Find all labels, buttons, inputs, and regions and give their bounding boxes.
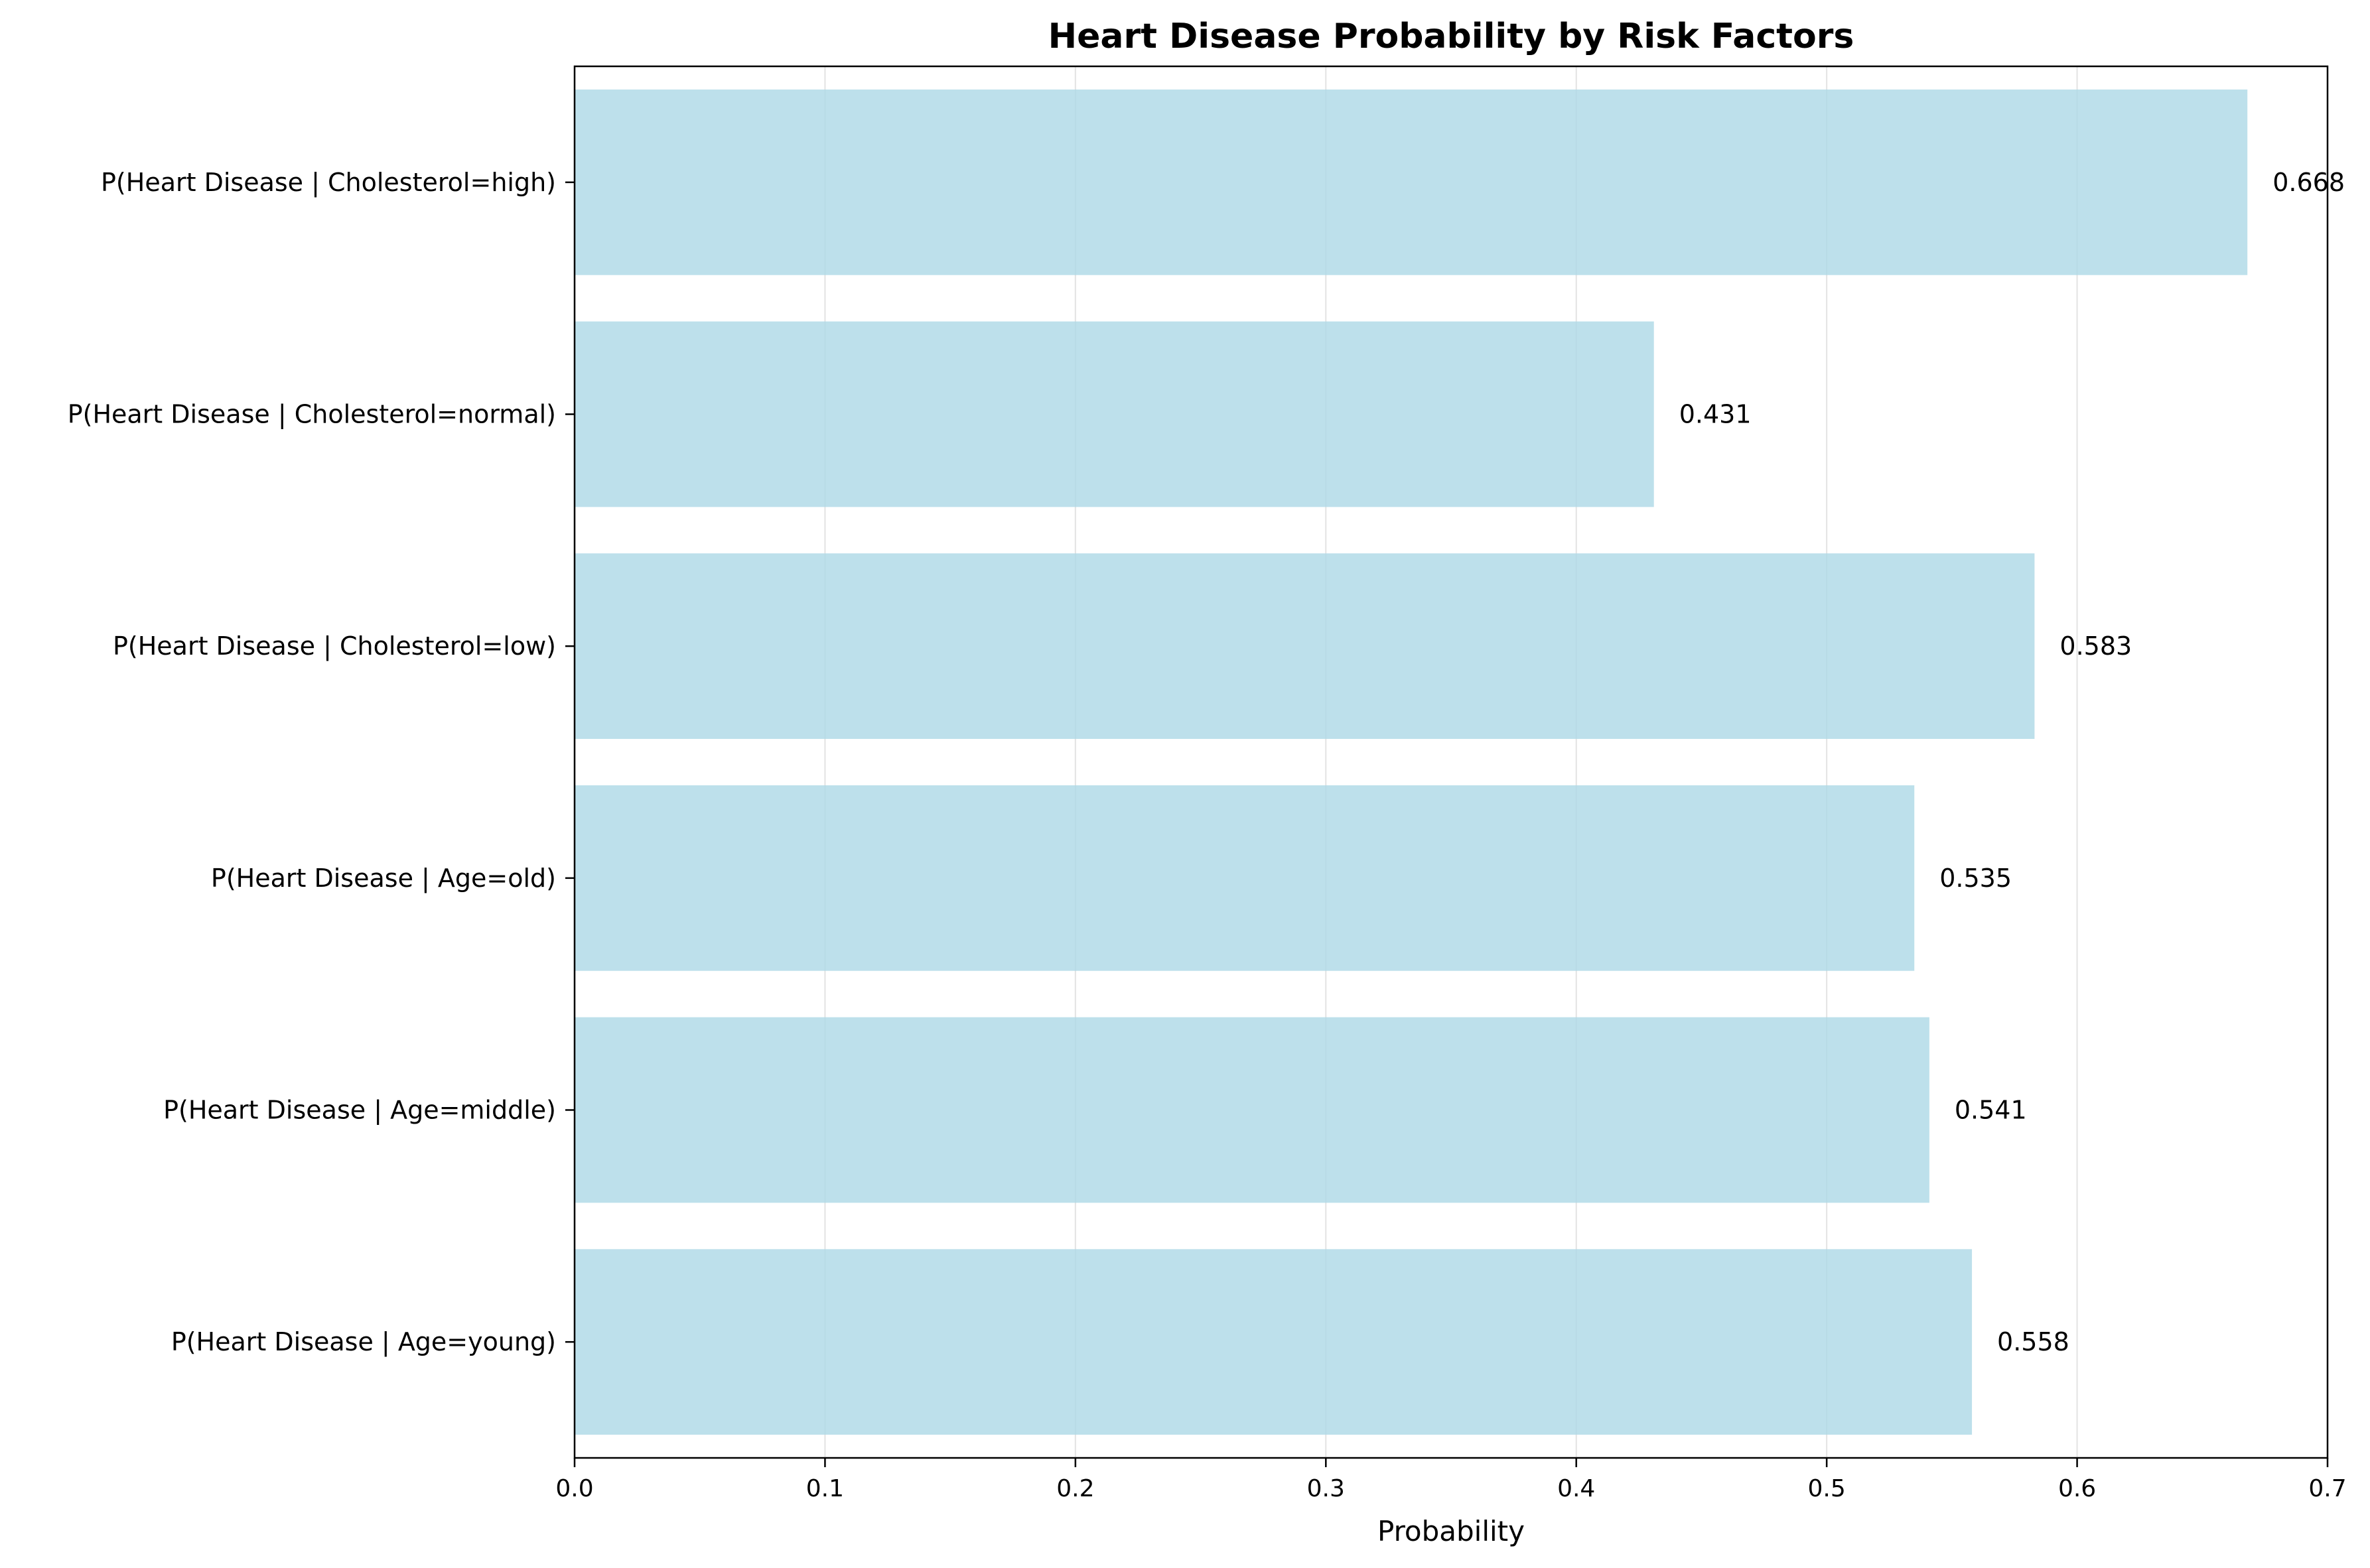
x-tick-label: 0.6 <box>2058 1475 2096 1502</box>
x-tick-label: 0.3 <box>1307 1475 1345 1502</box>
bar-value-label: 0.558 <box>1997 1327 2069 1356</box>
grid-lines <box>574 66 2328 1458</box>
y-category-label: P(Heart Disease | Age=middle) <box>163 1096 556 1126</box>
bar <box>575 1249 1973 1435</box>
y-category-label: P(Heart Disease | Cholesterol=low) <box>113 631 556 661</box>
x-tick-label: 0.5 <box>1808 1475 1846 1502</box>
x-tick-label: 0.2 <box>1056 1475 1094 1502</box>
bar <box>575 89 2248 275</box>
x-tick-label: 0.0 <box>555 1475 593 1502</box>
x-tick-label: 0.7 <box>2308 1475 2346 1502</box>
bar <box>575 785 1915 971</box>
y-axis-category-labels: P(Heart Disease | Cholesterol=high) P(Hea… <box>68 168 575 1357</box>
bar <box>575 553 2035 740</box>
chart-title: Heart Disease Probability by Risk Factor… <box>1048 17 1854 56</box>
bar <box>575 1017 1929 1203</box>
bar <box>575 321 1654 507</box>
y-category-label: P(Heart Disease | Age=young) <box>171 1327 556 1357</box>
bar-value-label: 0.583 <box>2059 631 2132 661</box>
bars <box>575 89 2248 1435</box>
y-category-label: P(Heart Disease | Age=old) <box>211 864 556 893</box>
bar-value-label: 0.431 <box>1679 400 1752 429</box>
x-tick-label: 0.4 <box>1557 1475 1595 1502</box>
x-axis-label: Probability <box>1377 1515 1525 1547</box>
value-labels: 0.668 0.431 0.583 0.535 0.541 0.558 <box>1679 168 2345 1356</box>
y-category-label: P(Heart Disease | Cholesterol=normal) <box>68 400 556 430</box>
plot-frame <box>573 65 2329 1459</box>
bar-value-label: 0.541 <box>1955 1096 2027 1125</box>
bar-value-label: 0.535 <box>1939 864 2012 893</box>
x-tick-label: 0.1 <box>806 1475 844 1502</box>
x-axis-ticks: 0.0 0.1 0.2 0.3 0.4 0.5 0.6 0.7 <box>555 1458 2347 1502</box>
bar-value-label: 0.668 <box>2272 168 2345 197</box>
y-category-label: P(Heart Disease | Cholesterol=high) <box>101 168 556 198</box>
